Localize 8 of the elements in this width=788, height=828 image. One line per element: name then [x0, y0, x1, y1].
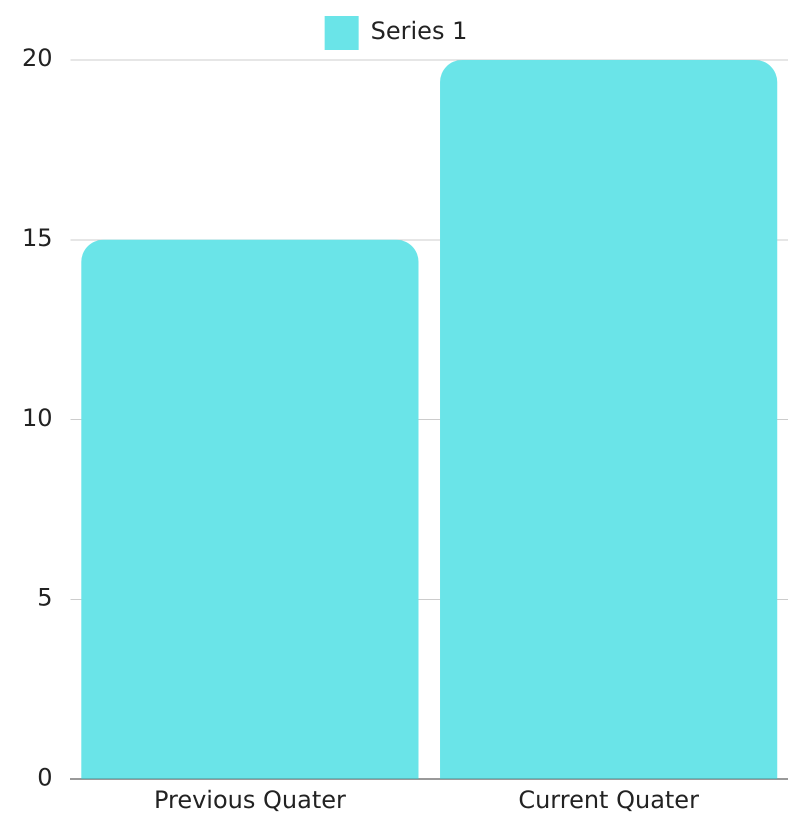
- legend-label: Series 1: [370, 17, 468, 46]
- y-tick-label: 5: [37, 584, 53, 612]
- x-tick-label: Previous Quater: [154, 786, 346, 814]
- y-tick-label: 15: [22, 224, 53, 252]
- y-tick-label: 0: [37, 763, 53, 792]
- y-tick-label: 10: [22, 404, 53, 432]
- y-tick-label: 20: [22, 44, 53, 72]
- x-tick-label: Current Quater: [518, 786, 700, 814]
